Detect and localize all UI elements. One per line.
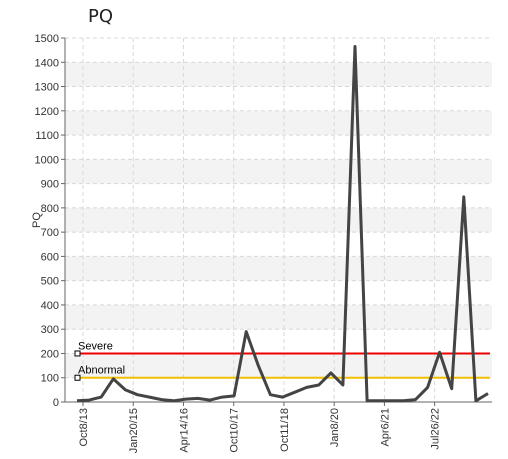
series-lines <box>76 45 489 403</box>
x-tick-label: Apr6/21 <box>379 408 391 447</box>
reference-marker <box>74 374 81 381</box>
y-tick-label: 200 <box>41 348 59 360</box>
y-tick-label: 0 <box>53 397 59 409</box>
plot-band <box>65 110 492 136</box>
plot-band <box>65 207 492 233</box>
plot-band <box>65 353 492 378</box>
x-tick-label: Oct8/13 <box>78 408 90 447</box>
y-tick-label: 600 <box>41 251 59 263</box>
y-tick-label: 1300 <box>35 82 59 94</box>
plot-band <box>65 159 492 184</box>
x-tick-label: Jan20/15 <box>128 408 140 453</box>
x-tick-labels: Oct8/13 Jan20/15 Apr14/16 Oct10/17 Oct11/18 J… <box>78 402 442 453</box>
y-tick-label: 300 <box>41 324 59 336</box>
plot-bands <box>65 38 492 402</box>
x-tick-label: Jan8/20 <box>329 408 341 447</box>
y-tick-label: 700 <box>41 227 59 239</box>
reference-label: Abnormal <box>78 365 125 377</box>
plot-band <box>65 62 492 87</box>
y-tick-label: 900 <box>41 179 59 191</box>
y-tick-label: 1000 <box>35 154 59 166</box>
y-tick-label: 1200 <box>35 106 59 118</box>
plot-band <box>65 38 492 63</box>
plot-band <box>65 280 492 305</box>
plot-band <box>65 86 492 111</box>
x-tick-label: Oct11/18 <box>279 408 291 452</box>
plot-band <box>65 232 492 257</box>
axes <box>64 38 492 403</box>
plot-band <box>65 329 492 354</box>
y-tick-labels: 0 100 200 300 400 500 600 700 800 900 1000 1100 1200… <box>35 33 65 409</box>
y-tick-label: 500 <box>41 276 59 288</box>
y-axis-label: PQ <box>31 212 43 228</box>
reference-lines: Severe Abnormal <box>74 340 490 381</box>
y-tick-label: 400 <box>41 300 59 312</box>
y-tick-label: 1400 <box>35 57 59 69</box>
plot-band <box>65 135 492 160</box>
x-tick-label: Apr14/16 <box>178 408 190 453</box>
y-tick-label: 1100 <box>35 130 59 142</box>
x-tick-label: Oct10/17 <box>229 408 241 453</box>
reference-marker <box>74 350 81 357</box>
y-tick-label: 100 <box>41 373 59 385</box>
y-tick-label: 1500 <box>35 33 59 45</box>
plot-band <box>65 377 492 402</box>
chart-title: PQ <box>88 6 114 27</box>
series-line <box>76 45 489 403</box>
reference-label: Severe <box>78 340 113 352</box>
plot-band <box>65 183 492 208</box>
x-tick-label: Jul26/22 <box>430 408 442 450</box>
plot-band <box>65 256 492 281</box>
y-tick-label: 800 <box>41 203 59 215</box>
plot-band <box>65 304 492 330</box>
